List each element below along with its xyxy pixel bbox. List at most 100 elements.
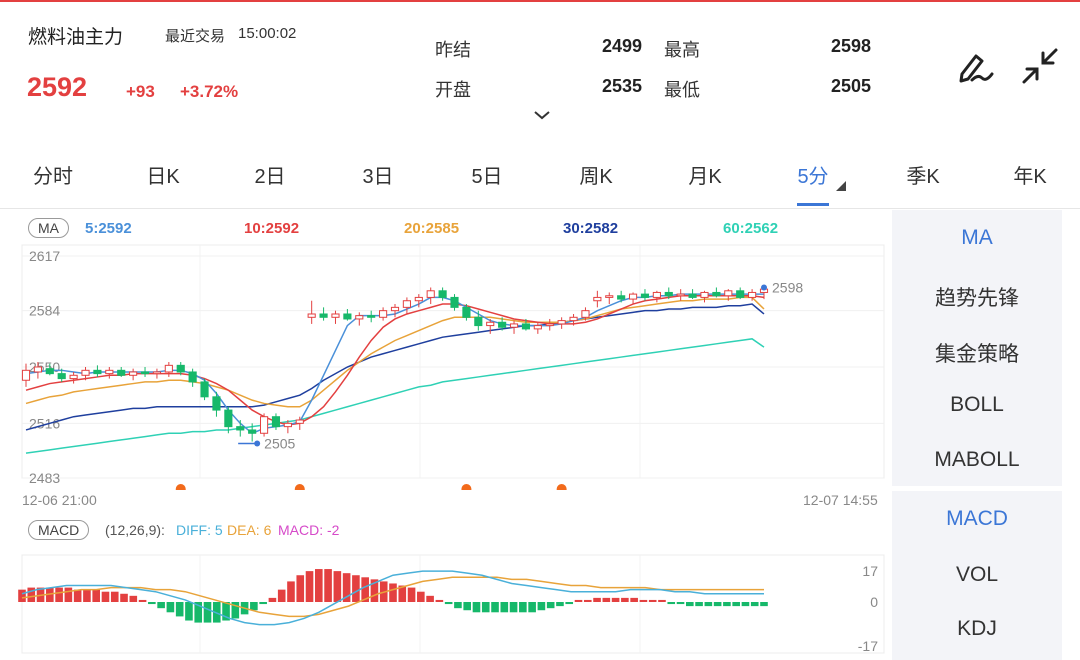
main-indicator-badge[interactable]: MA — [28, 218, 69, 238]
tab-2day[interactable]: 2日 — [254, 166, 286, 188]
candle — [676, 289, 685, 301]
macd-bar — [296, 575, 305, 602]
tab-daily-k[interactable]: 日K — [146, 166, 180, 188]
macd-chart[interactable]: 17 0 -17 — [0, 545, 890, 655]
candle — [355, 312, 364, 326]
tab-monthly-k[interactable]: 月K — [688, 166, 722, 188]
side-item-ma[interactable]: MA — [961, 226, 993, 249]
side-item-macd[interactable]: MACD — [946, 507, 1008, 530]
macd-bar — [222, 602, 230, 621]
side-item-gold-strategy[interactable]: 集金策略 — [935, 343, 1019, 366]
price-change-percent: +3.72% — [180, 82, 239, 101]
x-axis-start-label: 12-06 21:00 — [22, 492, 97, 508]
high-value: 2598 — [830, 36, 871, 56]
high-label: 最高 — [664, 40, 700, 60]
macd-bar — [46, 587, 54, 602]
candle — [129, 368, 138, 381]
diff-line — [21, 570, 764, 626]
macd-bar — [630, 597, 638, 602]
macd-y-tick-label: 17 — [862, 563, 878, 579]
event-marker[interactable] — [461, 484, 472, 490]
candle — [117, 367, 126, 377]
candle — [700, 290, 709, 303]
ma60-line — [25, 338, 765, 454]
macd-bar — [305, 571, 314, 602]
candle — [33, 362, 42, 379]
open-label: 开盘 — [435, 80, 471, 100]
price-change: +93 — [126, 82, 155, 101]
macd-bar — [704, 602, 713, 607]
expand-chevron-icon[interactable] — [532, 108, 552, 122]
y-tick-label: 2483 — [29, 470, 60, 486]
tab-5day[interactable]: 5日 — [471, 166, 503, 188]
candle — [379, 307, 388, 321]
macd-bar — [148, 602, 156, 605]
macd-bar — [277, 589, 286, 602]
macd-bar — [175, 602, 184, 617]
candle — [176, 362, 185, 376]
tab-weekly-k[interactable]: 周K — [579, 166, 613, 188]
side-item-maboll[interactable]: MABOLL — [934, 448, 1020, 471]
candle — [69, 371, 78, 384]
macd-bar — [352, 575, 360, 602]
candle — [57, 368, 66, 382]
macd-bar — [370, 579, 379, 602]
macd-bar — [658, 599, 666, 602]
candle — [93, 365, 102, 377]
tab-quarterly-k[interactable]: 季K — [906, 166, 940, 188]
candle — [188, 368, 197, 387]
tab-intraday[interactable]: 分时 — [33, 166, 73, 188]
last-trade-label: 最近交易 — [165, 28, 226, 45]
event-marker[interactable] — [294, 484, 305, 490]
side-item-boll[interactable]: BOLL — [950, 393, 1004, 416]
main-indicator-panel: MA 趋势先锋 集金策略 BOLL MABOLL — [892, 210, 1062, 486]
macd-bar — [203, 602, 212, 623]
tab-yearly-k[interactable]: 年K — [1013, 166, 1047, 188]
macd-bar — [676, 602, 685, 605]
macd-bar — [166, 602, 175, 613]
macd-bar — [324, 569, 332, 602]
candle — [21, 363, 31, 387]
macd-bar — [314, 569, 323, 602]
macd-bar — [519, 602, 527, 613]
y-tick-label: 2617 — [29, 248, 60, 264]
ma5-value: 5:2592 — [85, 220, 132, 237]
candle — [105, 367, 114, 379]
macd-bar — [361, 577, 369, 602]
side-item-vol[interactable]: VOL — [955, 563, 999, 586]
event-marker[interactable] — [175, 484, 186, 490]
candle — [140, 367, 150, 377]
event-marker[interactable] — [556, 484, 567, 490]
candle — [557, 317, 566, 329]
candle — [664, 287, 673, 300]
side-item-kdj[interactable]: KDJ — [957, 617, 997, 640]
pen-icon[interactable] — [952, 44, 996, 88]
macd-bar — [509, 602, 518, 613]
macd-bar — [417, 591, 425, 602]
tab-5min[interactable]: 5分 — [797, 166, 829, 188]
tab-3day[interactable]: 3日 — [362, 166, 394, 188]
macd-bar — [435, 599, 444, 602]
ma30-line — [25, 303, 765, 431]
sub-indicator-badge[interactable]: MACD — [28, 520, 90, 540]
side-item-trend-pioneer[interactable]: 趋势先锋 — [935, 287, 1019, 310]
macd-bar — [760, 602, 768, 607]
candle — [438, 287, 447, 301]
macd-bar — [695, 602, 703, 607]
macd-y-tick-label: -17 — [858, 638, 878, 654]
candle — [509, 320, 519, 334]
macd-bar — [64, 587, 73, 602]
dropdown-corner-icon[interactable] — [836, 181, 846, 191]
candle — [545, 318, 554, 331]
candle — [426, 287, 435, 305]
candle — [521, 318, 531, 331]
macd-bar — [407, 587, 416, 602]
macd-bar — [129, 595, 138, 602]
macd-bar — [556, 602, 564, 607]
candle — [652, 290, 661, 303]
sub-indicator-panel: MACD VOL KDJ — [892, 491, 1062, 660]
shrink-arrows-icon[interactable] — [1018, 44, 1062, 88]
macd-bar — [546, 602, 555, 609]
macd-diff-value: DIFF: 5 — [176, 522, 223, 538]
